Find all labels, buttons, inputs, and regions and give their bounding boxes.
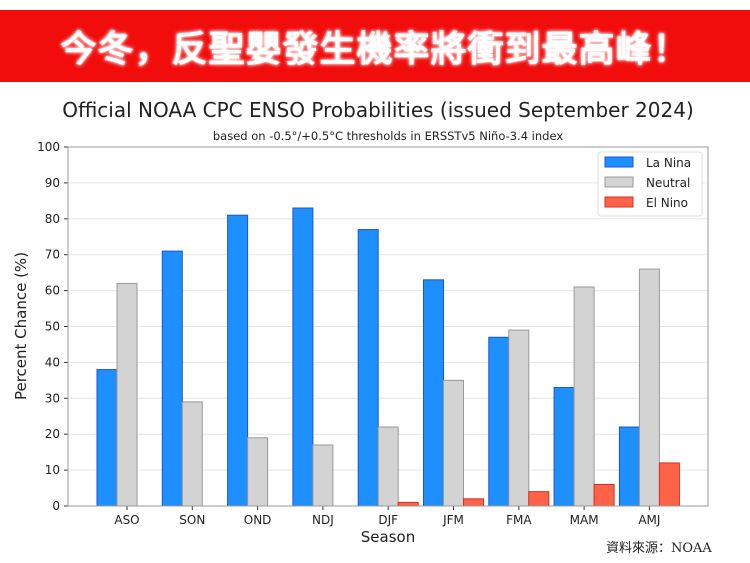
data-source-note: 資料來源：NOAA bbox=[606, 541, 712, 556]
y-tick-label: 70 bbox=[45, 248, 60, 262]
legend-swatch bbox=[604, 156, 634, 168]
bar-neutral bbox=[181, 401, 203, 507]
bar-el-nino bbox=[593, 483, 615, 507]
plot-frame bbox=[67, 146, 709, 507]
y-tick-label: 100 bbox=[37, 140, 60, 154]
x-tick-label: MAM bbox=[570, 513, 599, 527]
bar-neutral bbox=[116, 282, 138, 507]
y-tick-label: 80 bbox=[45, 212, 60, 226]
headline-banner: 今冬，反聖嬰發生機率將衝到最高峰！ bbox=[0, 10, 750, 82]
bar-la-nina bbox=[96, 369, 118, 507]
bar-la-nina bbox=[423, 279, 444, 507]
x-tick-label: FMA bbox=[506, 513, 532, 527]
bar-la-nina bbox=[357, 229, 379, 507]
x-tick-label: NDJ bbox=[312, 513, 334, 527]
bar-la-nina bbox=[161, 250, 183, 507]
x-tick-label: AMJ bbox=[638, 513, 660, 527]
x-tick-label: DJF bbox=[378, 513, 398, 527]
bar-neutral bbox=[247, 437, 269, 507]
x-tick-label: OND bbox=[244, 513, 272, 527]
bar-el-nino bbox=[397, 501, 419, 507]
y-tick-label: 50 bbox=[45, 320, 60, 334]
bar-neutral bbox=[443, 379, 464, 507]
bar-el-nino bbox=[463, 498, 484, 507]
bar-el-nino bbox=[658, 462, 680, 507]
bar-neutral bbox=[638, 268, 660, 507]
legend-swatch bbox=[604, 176, 634, 188]
x-tick-label: ASO bbox=[114, 513, 139, 527]
y-tick-label: 0 bbox=[52, 499, 60, 513]
x-tick-label: SON bbox=[179, 513, 205, 527]
bar-la-nina bbox=[553, 387, 575, 507]
legend: La Nina Neutral El Nino bbox=[597, 151, 703, 217]
y-tick-label: 30 bbox=[45, 391, 60, 405]
x-axis-label: Season bbox=[361, 528, 415, 546]
bar-neutral bbox=[377, 426, 399, 507]
legend-label: La Nina bbox=[646, 156, 691, 170]
bar-neutral bbox=[508, 329, 530, 507]
y-tick-label: 60 bbox=[45, 284, 60, 298]
legend-label: Neutral bbox=[646, 176, 690, 190]
headline-text: 今冬，反聖嬰發生機率將衝到最高峰！ bbox=[60, 29, 690, 70]
y-tick-label: 90 bbox=[45, 176, 60, 190]
y-tick-label: 40 bbox=[45, 355, 60, 369]
y-tick-label: 10 bbox=[45, 463, 60, 477]
chart-subtitle: based on -0.5°/+0.5°C thresholds in ERSS… bbox=[213, 129, 563, 143]
legend-label: El Nino bbox=[646, 196, 688, 210]
bar-la-nina bbox=[292, 207, 314, 507]
bar-la-nina bbox=[227, 214, 249, 507]
y-tick-label: 20 bbox=[45, 427, 60, 441]
bar-neutral bbox=[573, 286, 595, 507]
legend-swatch bbox=[604, 196, 634, 208]
bar-el-nino bbox=[528, 491, 550, 507]
x-tick-label: JFM bbox=[442, 513, 464, 527]
bar-la-nina bbox=[488, 336, 510, 507]
bar-la-nina bbox=[618, 426, 640, 507]
y-axis-label: Percent Chance (%) bbox=[12, 252, 30, 400]
bar-neutral bbox=[312, 444, 334, 507]
chart-title: Official NOAA CPC ENSO Probabilities (is… bbox=[62, 98, 694, 122]
